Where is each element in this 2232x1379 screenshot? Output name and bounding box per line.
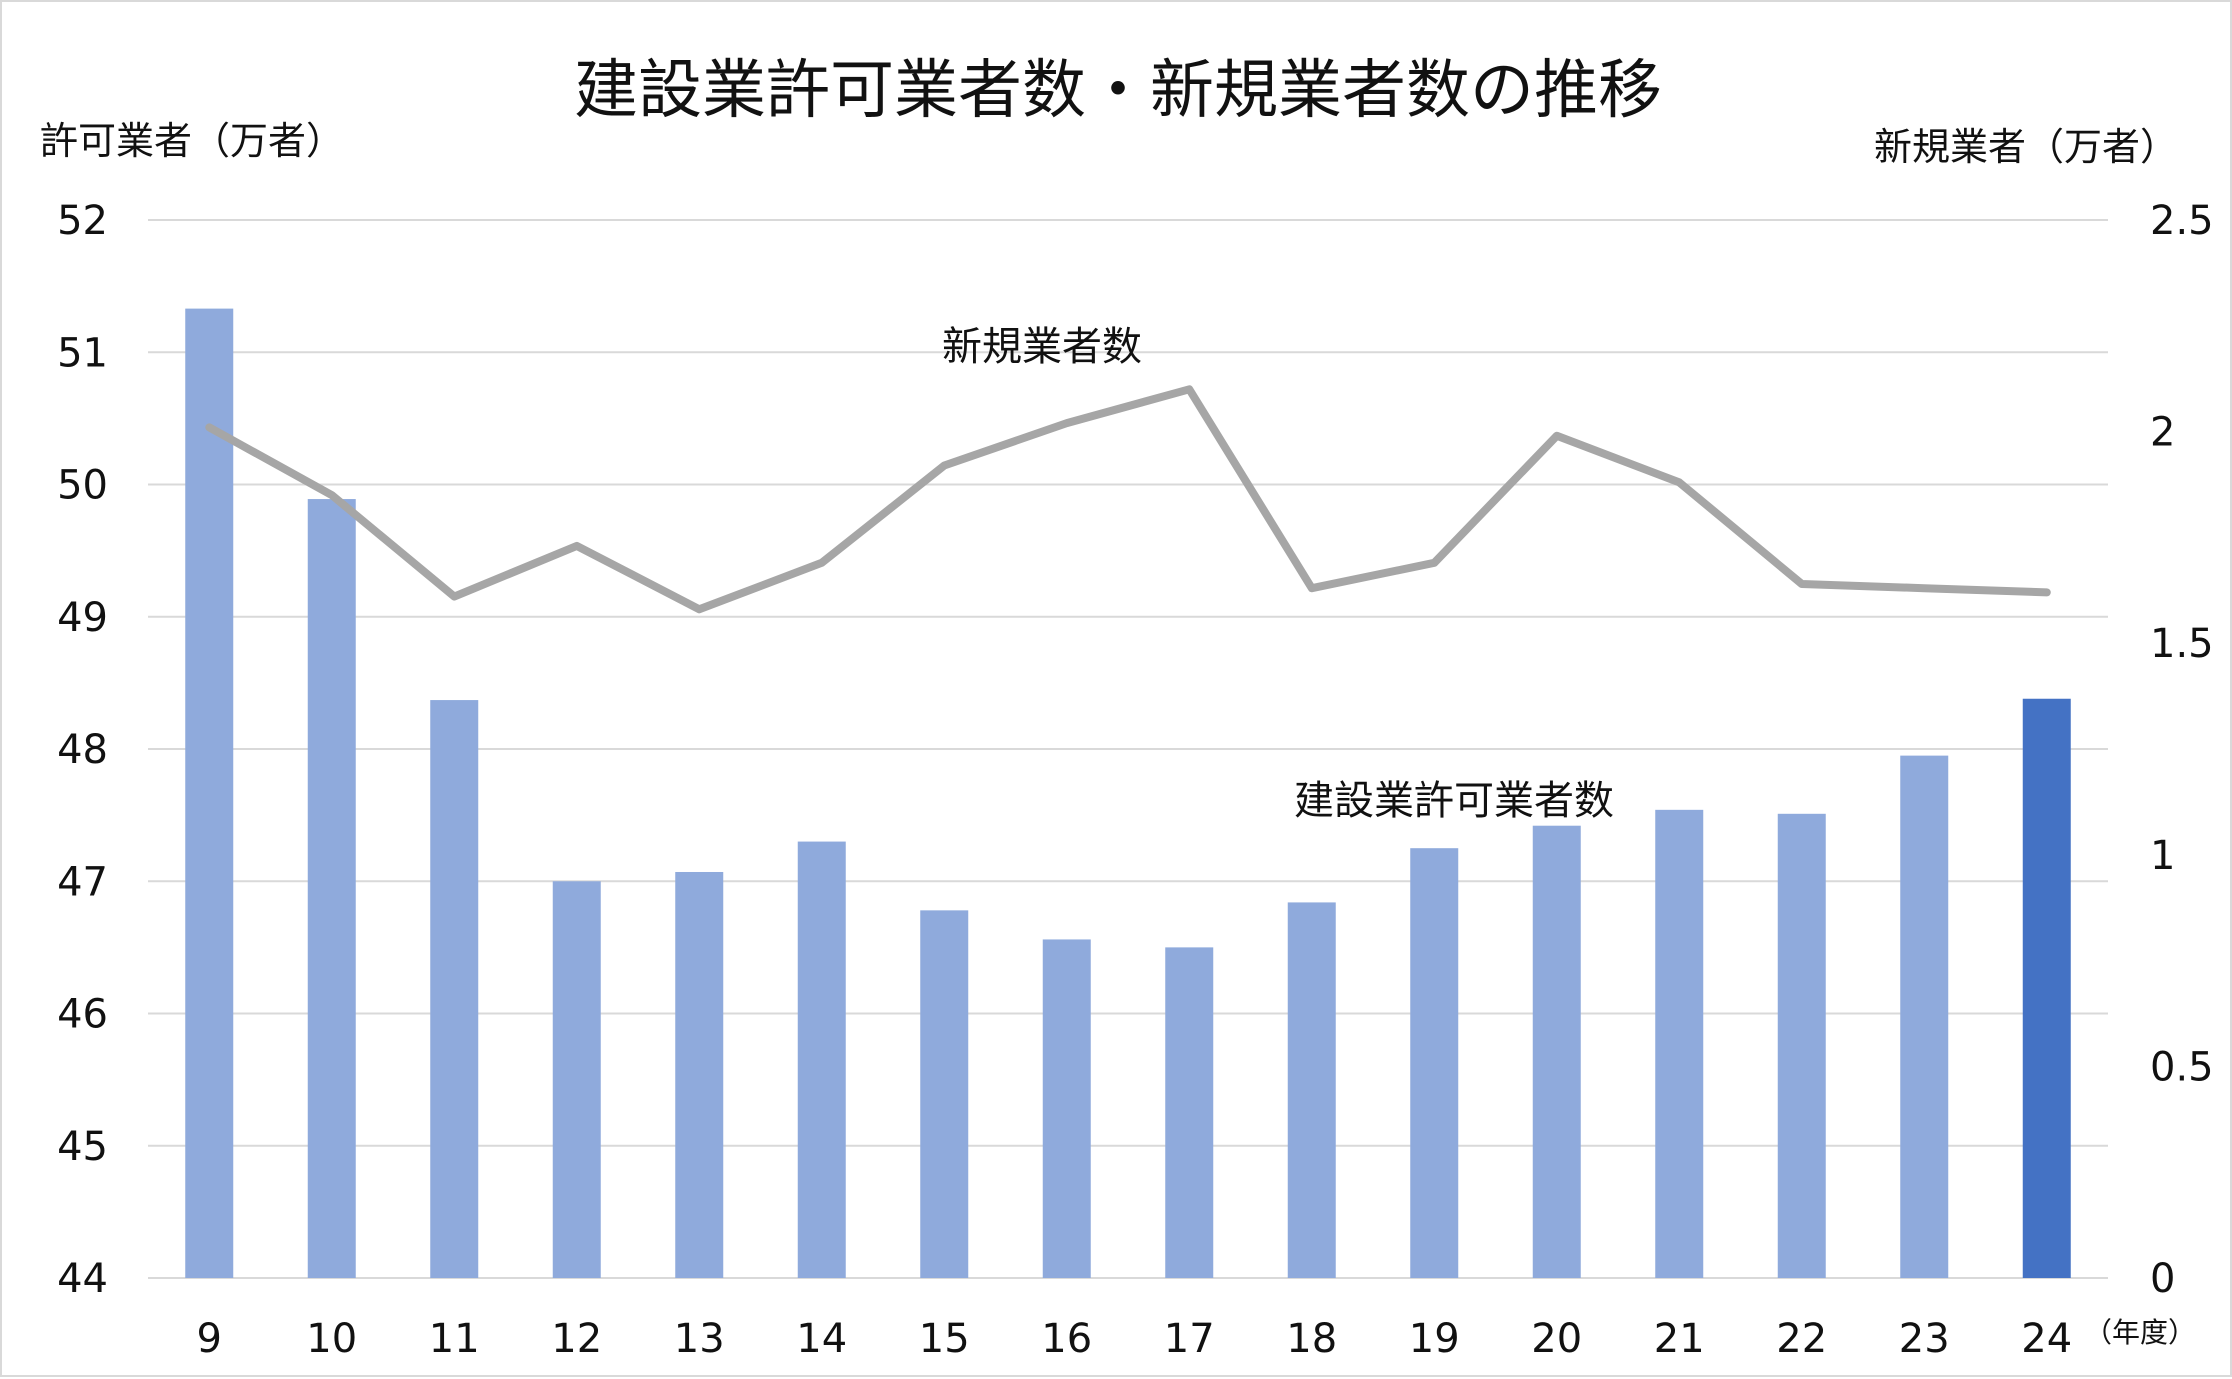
bar	[920, 910, 969, 1278]
left-tick-label: 45	[57, 1124, 108, 1170]
x-tick-label: 12	[551, 1316, 602, 1362]
bar	[430, 700, 479, 1278]
left-tick-label: 50	[57, 463, 108, 509]
x-axis-unit: （年度）	[2084, 1316, 2196, 1349]
bar	[675, 871, 724, 1278]
right-axis-title: 新規業者（万者）	[1874, 125, 2178, 169]
x-tick-label: 15	[919, 1316, 970, 1362]
left-tick-label: 44	[57, 1256, 108, 1302]
bar	[2022, 698, 2071, 1278]
bar	[307, 499, 356, 1278]
bar	[1655, 809, 1704, 1278]
bar	[1287, 902, 1336, 1278]
x-tick-label: 23	[1899, 1316, 1950, 1362]
left-tick-label: 47	[57, 859, 108, 905]
bar	[1410, 848, 1459, 1278]
x-tick-label: 9	[197, 1316, 222, 1362]
left-axis-title: 許可業者（万者）	[40, 119, 344, 163]
left-tick-label: 48	[57, 727, 108, 773]
bar	[797, 841, 846, 1278]
x-tick-label: 22	[1776, 1316, 1827, 1362]
right-tick-label: 1.5	[2150, 621, 2214, 667]
bar	[1042, 939, 1091, 1278]
bar	[1165, 947, 1214, 1278]
series-line-new-businesses	[205, 385, 2051, 614]
chart-title: 建設業許可業者数・新規業者数の推移	[574, 54, 1662, 128]
x-tick-label: 10	[306, 1316, 357, 1362]
right-tick-label: 2	[2150, 410, 2175, 456]
right-tick-label: 2.5	[2150, 198, 2214, 244]
bar	[552, 881, 601, 1278]
bar	[1900, 755, 1949, 1278]
label-layer: 44 45 46 47 48 49 50 51 52 0 0.5 1 1.5 2 2.5 9 10 11 12 13 1…	[57, 198, 2214, 1362]
x-tick-label: 14	[796, 1316, 847, 1362]
x-tick-label: 24	[2021, 1316, 2072, 1362]
left-tick-label: 52	[57, 198, 108, 244]
x-tick-label: 11	[429, 1316, 480, 1362]
x-tick-label: 18	[1286, 1316, 1337, 1362]
bar-layer	[185, 308, 2071, 1278]
x-tick-label: 13	[674, 1316, 725, 1362]
bar	[185, 308, 234, 1278]
right-tick-label: 1	[2150, 833, 2175, 879]
left-tick-label: 46	[57, 992, 108, 1038]
annotation-new-businesses: 新規業者数	[942, 324, 1142, 370]
left-tick-label: 49	[57, 595, 108, 641]
x-tick-label: 19	[1409, 1316, 1460, 1362]
line-layer	[205, 385, 2051, 614]
right-tick-label: 0.5	[2150, 1044, 2214, 1090]
right-tick-label: 0	[2150, 1256, 2175, 1302]
x-tick-label: 16	[1041, 1316, 1092, 1362]
bar	[1777, 813, 1826, 1278]
x-tick-label: 20	[1531, 1316, 1582, 1362]
x-tick-label: 17	[1164, 1316, 1215, 1362]
x-tick-label: 21	[1654, 1316, 1705, 1362]
annotation-licensed-businesses: 建設業許可業者数	[1294, 778, 1614, 824]
bar	[1532, 825, 1581, 1278]
left-tick-label: 51	[57, 330, 108, 376]
